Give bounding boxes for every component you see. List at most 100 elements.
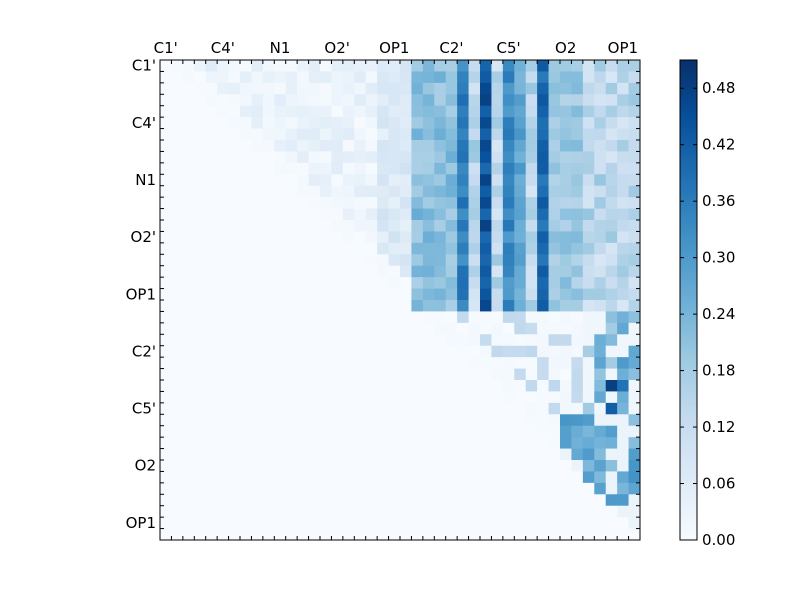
heatmap-cell bbox=[434, 368, 447, 381]
heatmap-cell bbox=[365, 231, 378, 244]
heatmap-cell bbox=[491, 174, 504, 187]
heatmap-cell bbox=[342, 494, 355, 507]
heatmap-cell bbox=[274, 185, 287, 198]
heatmap-cell bbox=[251, 277, 264, 289]
heatmap-cell bbox=[457, 460, 469, 472]
heatmap-cell bbox=[582, 494, 595, 507]
heatmap-cell bbox=[297, 414, 309, 427]
heatmap-cell bbox=[514, 242, 527, 255]
heatmap-cell bbox=[422, 380, 435, 392]
heatmap-cell bbox=[605, 300, 618, 312]
heatmap-cell bbox=[445, 208, 458, 221]
heatmap-cell bbox=[251, 368, 264, 381]
heatmap-cell bbox=[240, 517, 252, 529]
heatmap-cell bbox=[525, 414, 538, 427]
heatmap-cell bbox=[365, 254, 378, 267]
heatmap-cell bbox=[491, 208, 504, 221]
heatmap-cell bbox=[342, 391, 355, 404]
heatmap-cell bbox=[308, 505, 321, 518]
heatmap-cell bbox=[160, 140, 172, 152]
heatmap-cell bbox=[434, 128, 447, 141]
heatmap-cell bbox=[514, 414, 527, 427]
heatmap-cell bbox=[240, 448, 252, 461]
heatmap-cell bbox=[331, 231, 344, 244]
heatmap-cell bbox=[560, 505, 572, 518]
heatmap-cell bbox=[468, 528, 481, 541]
heatmap-cell bbox=[308, 288, 321, 301]
heatmap-cell bbox=[251, 482, 264, 495]
heatmap-cell bbox=[434, 357, 447, 369]
heatmap-cell bbox=[308, 162, 321, 175]
heatmap-cell bbox=[240, 208, 252, 221]
heatmap-cell bbox=[422, 117, 435, 129]
heatmap-cell bbox=[400, 117, 412, 129]
heatmap-cell bbox=[228, 71, 241, 84]
heatmap-cell bbox=[308, 254, 321, 267]
heatmap-cell bbox=[537, 162, 549, 175]
heatmap-cell bbox=[160, 208, 172, 221]
heatmap-cell bbox=[617, 528, 629, 541]
heatmap-cell bbox=[594, 242, 607, 255]
heatmap-cell bbox=[548, 185, 561, 198]
heatmap-cell bbox=[171, 334, 184, 347]
heatmap-cell bbox=[160, 128, 172, 141]
heatmap-cell bbox=[194, 265, 207, 278]
heatmap-cell bbox=[285, 94, 298, 107]
heatmap-cell bbox=[422, 402, 435, 415]
heatmap-cell bbox=[262, 265, 275, 278]
heatmap-cell bbox=[411, 460, 424, 472]
heatmap-cell bbox=[468, 345, 481, 358]
heatmap-cell bbox=[617, 220, 629, 232]
heatmap-cell bbox=[445, 402, 458, 415]
heatmap-cell bbox=[491, 185, 504, 198]
heatmap-cell bbox=[628, 94, 641, 107]
heatmap-cell bbox=[537, 105, 549, 118]
heatmap-cell bbox=[628, 220, 641, 232]
heatmap-cell bbox=[251, 322, 264, 335]
heatmap-cell bbox=[582, 174, 595, 187]
heatmap-cell bbox=[342, 311, 355, 324]
heatmap-cell bbox=[205, 288, 218, 301]
heatmap-cell bbox=[617, 517, 629, 529]
heatmap-cell bbox=[605, 528, 618, 541]
heatmap-cell bbox=[262, 300, 275, 312]
heatmap-cell bbox=[160, 231, 172, 244]
heatmap-cell bbox=[560, 437, 572, 449]
heatmap-cell bbox=[457, 208, 469, 221]
heatmap-cell bbox=[182, 288, 195, 301]
heatmap-cell bbox=[377, 300, 389, 312]
heatmap-cell bbox=[251, 505, 264, 518]
heatmap-cell bbox=[400, 254, 412, 267]
heatmap-cell bbox=[365, 471, 378, 484]
heatmap-cell bbox=[400, 288, 412, 301]
heatmap-cell bbox=[571, 494, 584, 507]
heatmap-cell bbox=[548, 140, 561, 152]
heatmap-cell bbox=[514, 185, 527, 198]
heatmap-cell bbox=[262, 460, 275, 472]
heatmap-cell bbox=[594, 174, 607, 187]
heatmap-cell bbox=[491, 140, 504, 152]
heatmap-cell bbox=[514, 391, 527, 404]
heatmap-cell bbox=[308, 345, 321, 358]
heatmap-cell bbox=[548, 60, 561, 72]
heatmap-cell bbox=[297, 140, 309, 152]
heatmap-cell bbox=[457, 345, 469, 358]
heatmap-cell bbox=[354, 162, 367, 175]
heatmap-cell bbox=[411, 368, 424, 381]
heatmap-cell bbox=[297, 528, 309, 541]
heatmap-cell bbox=[205, 174, 218, 187]
heatmap-cell bbox=[274, 242, 287, 255]
heatmap-cell bbox=[160, 151, 172, 164]
heatmap-cell bbox=[514, 517, 527, 529]
heatmap-cell bbox=[205, 391, 218, 404]
heatmap-cell bbox=[411, 505, 424, 518]
heatmap-cell bbox=[342, 71, 355, 84]
heatmap-cell bbox=[525, 494, 538, 507]
heatmap-cell bbox=[571, 357, 584, 369]
heatmap-cell bbox=[422, 322, 435, 335]
heatmap-cell bbox=[251, 425, 264, 438]
heatmap-cell bbox=[468, 288, 481, 301]
heatmap-cell bbox=[400, 300, 412, 312]
heatmap-cell bbox=[468, 128, 481, 141]
heatmap-cell bbox=[262, 82, 275, 95]
